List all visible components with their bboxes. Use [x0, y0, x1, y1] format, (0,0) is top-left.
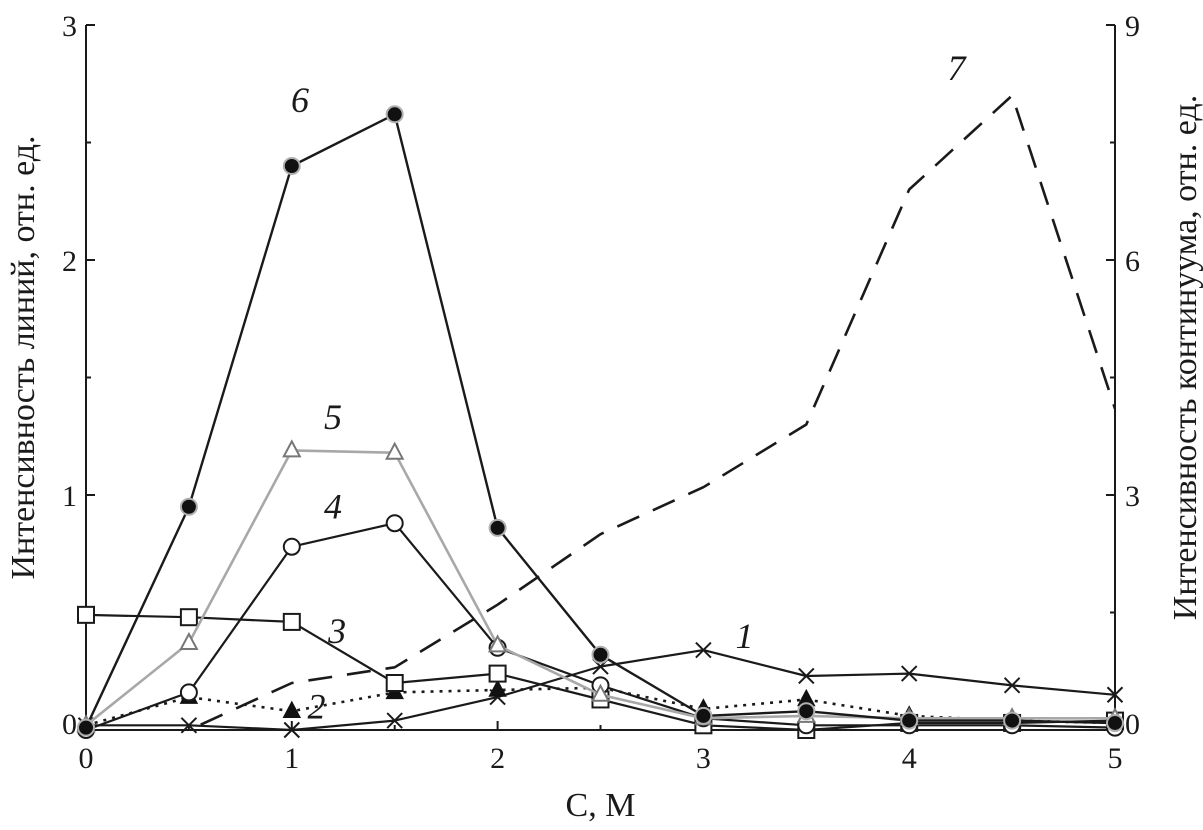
series-6-point — [77, 718, 95, 737]
series-1-point — [386, 712, 403, 729]
series-5-point — [282, 439, 302, 458]
series-2-point — [488, 679, 507, 697]
series-5-point — [385, 441, 405, 460]
series-6-line — [86, 113, 1115, 729]
y-tick-label: 1 — [62, 480, 77, 513]
y-tick-label: 2 — [62, 245, 77, 278]
series-4-point — [282, 537, 301, 556]
x-tick-label: 1 — [284, 742, 299, 775]
series-3-point — [179, 608, 198, 627]
y-tick-label: 0 — [62, 708, 77, 741]
series-6-point — [385, 105, 404, 124]
series-label-6: 6 — [291, 80, 309, 120]
y-tick-label: 3 — [62, 10, 77, 43]
series-label-1: 1 — [736, 616, 754, 656]
y2-axis-label: Интенсивность континуума, отн. ед. — [1167, 95, 1203, 620]
series-5-point — [590, 683, 611, 702]
series-layer — [76, 94, 1125, 739]
series-6-point — [488, 518, 507, 537]
series-1-point — [1106, 686, 1124, 703]
series-3-point — [488, 664, 507, 683]
series-label-3: 3 — [327, 611, 346, 651]
series-label-4: 4 — [324, 487, 342, 527]
series-6-point — [797, 702, 816, 721]
y-axis-label: Интенсивность линий, отн. ед. — [5, 135, 42, 579]
series-6-point — [591, 645, 610, 664]
series-5-point — [179, 631, 199, 651]
series-1-point — [180, 717, 198, 734]
series-1-point — [798, 667, 815, 685]
series-6-point — [900, 711, 919, 730]
x-tick-label: 2 — [490, 742, 505, 775]
series-1-point — [1003, 677, 1021, 694]
series-label-5: 5 — [324, 397, 342, 437]
series-6 — [77, 105, 1124, 737]
series-7-line — [180, 94, 1115, 730]
y2-tick-label: 6 — [1125, 245, 1140, 278]
series-4-point — [179, 683, 198, 702]
series-3-point — [385, 674, 404, 692]
series-3-point — [77, 605, 95, 624]
series-1-point — [900, 665, 918, 682]
series-3-line — [86, 613, 1115, 730]
series-3-point — [282, 612, 301, 631]
series-label-2: 2 — [307, 686, 325, 726]
x-tick-label: 0 — [79, 742, 94, 775]
series-1-point — [695, 641, 712, 659]
y2-tick-label: 3 — [1125, 480, 1140, 513]
x-tick-label: 4 — [902, 742, 917, 775]
series-label-7: 7 — [948, 48, 968, 88]
series-6-point — [179, 497, 198, 516]
series-4-point — [385, 514, 404, 533]
plot-area — [85, 24, 1116, 731]
series-5 — [76, 439, 1125, 733]
series-6-point — [1003, 711, 1022, 730]
series-7 — [180, 94, 1115, 730]
x-axis-label: C, М — [566, 787, 636, 824]
y2-tick-label: 0 — [1125, 708, 1140, 741]
series-1-point — [283, 721, 301, 739]
y2-tick-label: 9 — [1125, 10, 1140, 43]
series-6-point — [282, 157, 301, 175]
series-2-point — [282, 700, 302, 718]
x-tick-label: 3 — [696, 742, 711, 775]
series-6-point — [694, 706, 713, 725]
series-5-point — [487, 634, 508, 653]
series-6-point — [1106, 713, 1124, 732]
x-tick-label: 5 — [1108, 742, 1123, 775]
